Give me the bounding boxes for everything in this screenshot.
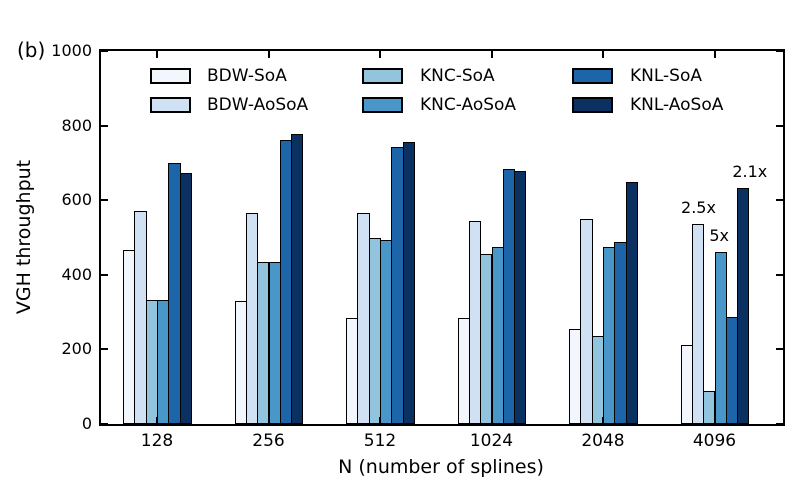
y-tick-right — [776, 423, 783, 425]
legend-label-knc-aosoa: KNC-AoSoA — [420, 94, 517, 115]
bar-bdw-aosoa-2048 — [580, 218, 593, 424]
legend-swatch-bdw-soa — [150, 68, 191, 84]
x-tick-top — [379, 51, 381, 58]
legend-label-knc-soa: KNC-SoA — [420, 66, 495, 86]
x-tick-bottom — [267, 417, 270, 424]
x-tick-label: 256 — [252, 431, 285, 451]
legend-swatch-knl-aosoa — [572, 96, 613, 113]
y-tick-left — [101, 50, 108, 52]
x-axis-title: N (number of splines) — [338, 456, 544, 478]
bar-knl-aosoa-128 — [179, 172, 192, 424]
y-tick-label: 600 — [61, 190, 92, 210]
x-tick-top — [267, 51, 270, 58]
x-tick-bottom — [156, 417, 158, 424]
y-tick-label: 0 — [81, 414, 92, 433]
y-tick-label: 1000 — [51, 41, 92, 60]
x-tick-top — [156, 51, 158, 58]
annotation-2.5x: 2.5x — [681, 197, 716, 217]
x-tick-label: 4096 — [692, 431, 737, 451]
bar-knl-aosoa-256 — [291, 133, 304, 424]
legend-swatch-knc-soa — [362, 68, 403, 84]
y-tick-label: 400 — [61, 264, 92, 284]
annotation-5x: 5x — [709, 226, 729, 246]
legend-swatch-knl-soa — [572, 68, 613, 84]
legend-label-knl-soa: KNL-SoA — [630, 66, 702, 86]
y-tick-left — [101, 273, 108, 276]
x-tick-label: 128 — [140, 431, 174, 451]
plot-area — [99, 49, 785, 426]
y-tick-left — [101, 124, 108, 127]
x-tick-top — [490, 51, 493, 58]
y-tick-right — [776, 273, 783, 276]
legend-label-bdw-aosoa: BDW-AoSoA — [207, 94, 309, 115]
x-tick-label: 2048 — [581, 431, 625, 451]
y-tick-left — [101, 348, 108, 351]
y-tick-left — [101, 199, 108, 202]
legend-swatch-knc-aosoa — [362, 96, 403, 113]
bar-knl-aosoa-1024 — [514, 171, 527, 424]
x-tick-label: 1024 — [469, 431, 514, 451]
y-tick-label: 200 — [61, 339, 92, 359]
legend-label-bdw-soa: BDW-SoA — [207, 66, 287, 86]
annotation-2.1x: 2.1x — [732, 161, 768, 181]
y-tick-right — [776, 124, 783, 127]
x-tick-bottom — [490, 417, 493, 424]
x-tick-bottom — [602, 417, 604, 424]
y-tick-label: 800 — [61, 115, 92, 135]
bar-bdw-aosoa-4096 — [691, 223, 705, 424]
x-tick-top — [713, 51, 716, 58]
y-tick-right — [776, 199, 783, 202]
panel-label: (b) — [17, 38, 46, 62]
legend-label-knl-aosoa: KNL-AoSoA — [630, 94, 724, 115]
bar-knl-aosoa-2048 — [625, 182, 638, 424]
y-tick-right — [776, 50, 783, 52]
y-axis-title: VGH throughput — [13, 159, 35, 315]
bar-knl-aosoa-512 — [402, 142, 415, 424]
x-tick-bottom — [713, 417, 716, 424]
legend-swatch-bdw-aosoa — [150, 96, 191, 113]
x-tick-label: 512 — [363, 431, 397, 451]
y-tick-left — [101, 423, 108, 425]
x-tick-bottom — [379, 417, 381, 424]
bar-knl-aosoa-4096 — [737, 187, 750, 424]
x-tick-top — [602, 51, 604, 58]
y-tick-right — [776, 348, 783, 351]
